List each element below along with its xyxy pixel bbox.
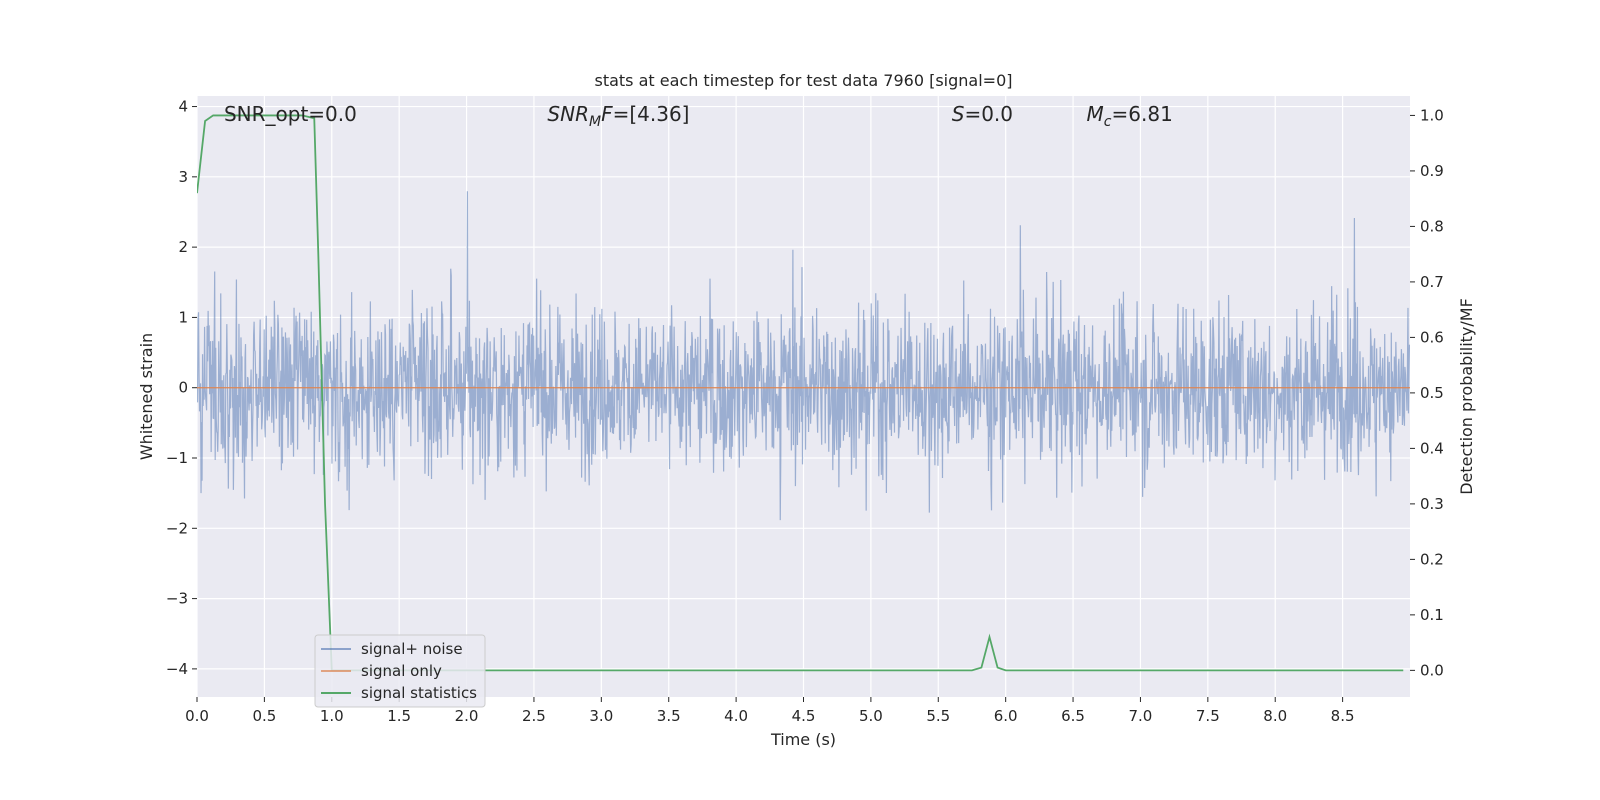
annotations: SNR_opt=0.0 SNRMF=[4.36] S=0.0 Mc=6.81 (224, 102, 1173, 130)
y-left-tick-label: 4 (178, 98, 188, 116)
y-right-tick-label: 0.7 (1420, 273, 1444, 291)
x-tick-label: 7.5 (1196, 707, 1220, 725)
x-tick-label: 5.0 (859, 707, 883, 725)
x-tick-label: 7.0 (1129, 707, 1153, 725)
x-tick-label: 2.5 (522, 707, 546, 725)
x-tick-label: 5.5 (926, 707, 950, 725)
annotation-mc: Mc=6.81 (1087, 102, 1173, 130)
y-left-tick-label: −1 (166, 449, 188, 467)
signal-noise-series (197, 191, 1410, 521)
y-right-tick-label: 0.2 (1420, 550, 1444, 568)
x-tick-label: 0.5 (252, 707, 276, 725)
y-right-tick-label: 0.1 (1420, 606, 1444, 624)
y-left-tick-label: −2 (166, 519, 188, 537)
annotation-s: S=0.0 (952, 102, 1013, 126)
y-left-tick-label: −3 (166, 590, 188, 608)
x-tick-label: 2.0 (455, 707, 479, 725)
legend-label-signal-statistics: signal statistics (361, 684, 477, 702)
y-left-tick-label: −4 (166, 660, 188, 678)
x-tick-label: 6.0 (994, 707, 1018, 725)
x-tick-label: 3.0 (589, 707, 613, 725)
x-tick-label: 6.5 (1061, 707, 1085, 725)
x-axis-label: Time (s) (770, 730, 836, 749)
y-right-tick-label: 0.8 (1420, 217, 1444, 235)
series-line-signal-noise (197, 191, 1410, 521)
y-axis-right-label: Detection probability/MF (1457, 298, 1476, 495)
x-tick-label: 3.5 (657, 707, 681, 725)
y-right-tick-label: 1.0 (1420, 106, 1444, 124)
legend: signal+ noise signal only signal statist… (314, 634, 486, 708)
y-left-tick-label: 0 (178, 379, 188, 397)
x-tick-label: 4.5 (792, 707, 816, 725)
y-left-tick-label: 3 (178, 168, 188, 186)
x-tick-label: 1.5 (387, 707, 411, 725)
y-left-tick-label: 1 (178, 308, 188, 326)
annotation-snr-mf: SNRMF=[4.36] (547, 102, 689, 130)
y-right-tick-label: 0.0 (1420, 661, 1444, 679)
y-right-tick-label: 0.3 (1420, 495, 1444, 513)
y-right-tick-label: 0.4 (1420, 439, 1444, 457)
legend-label-signal-noise: signal+ noise (361, 640, 463, 658)
axis-ticks: 0.0 0.5 1.0 1.5 2.0 2.5 3.0 3.5 4.0 4.5 5.0 5.5 6.0 6… (166, 98, 1444, 725)
legend-label-signal-only: signal only (361, 662, 442, 680)
chart-title: stats at each timestep for test data 796… (594, 71, 1012, 90)
y-right-tick-label: 0.9 (1420, 162, 1444, 180)
x-tick-label: 8.5 (1331, 707, 1355, 725)
y-right-tick-label: 0.6 (1420, 328, 1444, 346)
x-tick-label: 4.0 (724, 707, 748, 725)
x-tick-label: 8.0 (1263, 707, 1287, 725)
y-right-tick-label: 0.5 (1420, 384, 1444, 402)
annotation-snr-opt: SNR_opt=0.0 (224, 102, 357, 126)
x-tick-label: 1.0 (320, 707, 344, 725)
y-left-tick-label: 2 (178, 238, 188, 256)
y-axis-left-label: Whitened strain (137, 333, 156, 460)
x-tick-label: 0.0 (185, 707, 209, 725)
legend-box (314, 634, 486, 708)
